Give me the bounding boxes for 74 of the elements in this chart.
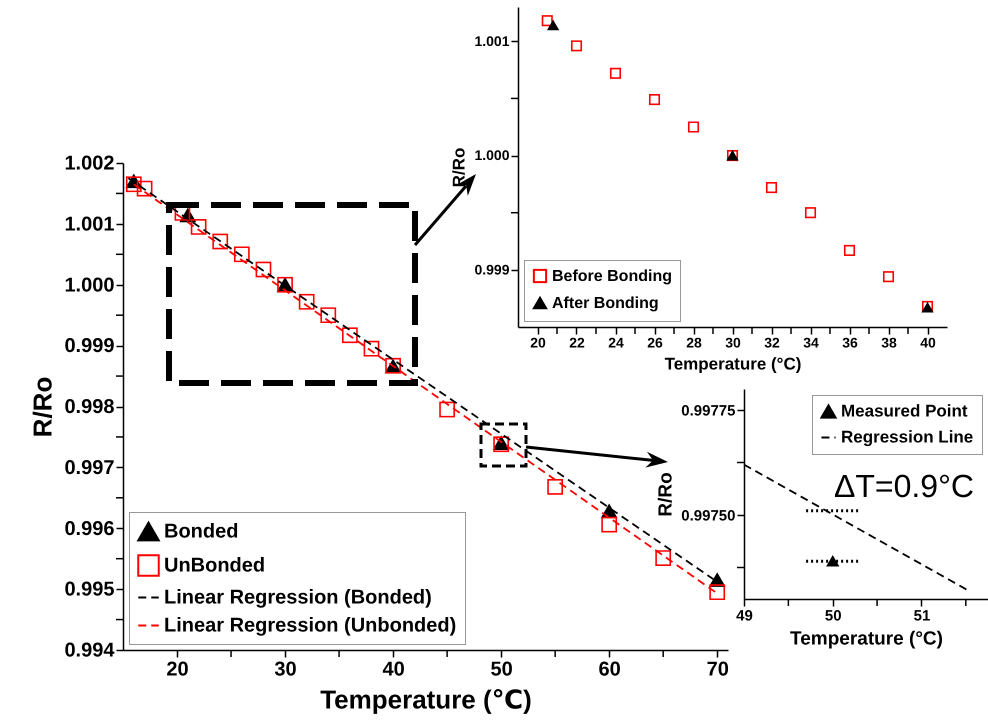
x-tick-label: 32 [764, 334, 780, 350]
point [766, 182, 778, 194]
x-tick-label: 38 [881, 334, 897, 350]
legend-label: Measured Point [841, 402, 968, 420]
y-axis-title: R/Ro [655, 472, 676, 517]
x-tick-label: 50 [490, 658, 513, 680]
point [709, 584, 726, 600]
x-axis-title: Temperature (°C) [790, 628, 943, 650]
x-tick-label: 20 [166, 658, 189, 680]
x-tick-label: 49 [736, 608, 753, 624]
legend-label: After Bonding [552, 295, 659, 312]
legend-label: Before Bonding [552, 268, 672, 285]
x-tick-label: 22 [569, 334, 585, 350]
x-tick-label: 40 [920, 334, 936, 350]
x-tick-label: 60 [598, 658, 621, 680]
x-axis-title: Temperature (℃) [320, 684, 532, 714]
y-tick-label: 0.996 [64, 518, 114, 540]
x-tick-label: 26 [647, 334, 663, 350]
legend-label: UnBonded [164, 554, 266, 576]
x-tick-label: 70 [706, 658, 729, 680]
y-axis-title: R/Ro [449, 148, 468, 188]
point [655, 550, 672, 566]
point [364, 340, 380, 357]
x-tick-label: 50 [824, 608, 842, 624]
y-tick-label: 0.999 [474, 261, 510, 278]
y-tick-label: 0.99775 [681, 402, 736, 420]
y-tick-label: 0.994 [64, 640, 116, 662]
point [547, 478, 564, 495]
y-axis-title: R/Ro [27, 376, 58, 438]
y-tick-label: 1.001 [474, 32, 510, 49]
point [601, 516, 618, 532]
x-axis-title: Temperature (°C) [664, 354, 802, 374]
point [648, 94, 660, 106]
point [882, 271, 894, 282]
point [439, 402, 455, 418]
x-tick-label: 28 [686, 334, 702, 350]
point [844, 244, 856, 256]
point [548, 20, 559, 30]
legend-label: Linear Regression (Unbonded) [164, 614, 456, 636]
x-tick-label: 34 [803, 334, 819, 350]
x-tick-label: 40 [382, 658, 405, 680]
point [542, 15, 553, 26]
point [298, 294, 315, 310]
point [342, 327, 358, 344]
point [320, 307, 336, 324]
point [570, 40, 582, 52]
point [256, 262, 272, 278]
point [212, 234, 228, 250]
point [126, 176, 142, 192]
point [610, 68, 622, 79]
legend-label: Linear Regression (Bonded) [164, 586, 432, 608]
y-tick-label: 0.995 [64, 578, 114, 601]
x-tick-label: 20 [530, 334, 546, 350]
x-tick-label: 30 [274, 658, 297, 680]
legend-label: Bonded [164, 520, 238, 542]
point [136, 180, 152, 196]
point [804, 207, 816, 218]
x-tick-label: 51 [914, 608, 930, 624]
point [190, 219, 206, 235]
y-tick-label: 1.000 [474, 147, 510, 164]
y-tick-label: 0.99750 [681, 508, 736, 524]
y-tick-label: 0.997 [64, 456, 114, 479]
x-tick-label: 24 [608, 334, 624, 350]
y-tick-label: 1.000 [64, 274, 114, 296]
legend-label: Regression Line [841, 428, 974, 446]
y-tick-label: 1.001 [64, 213, 114, 236]
annotation: ΔT=0.9°C [834, 468, 974, 504]
x-tick-label: 36 [842, 334, 858, 350]
x-tick-label: 30 [725, 334, 741, 350]
y-tick-label: 0.999 [64, 335, 114, 358]
y-tick-label: 1.002 [64, 152, 114, 174]
y-tick-label: 0.998 [64, 396, 114, 418]
point [234, 246, 250, 262]
point [688, 121, 700, 133]
